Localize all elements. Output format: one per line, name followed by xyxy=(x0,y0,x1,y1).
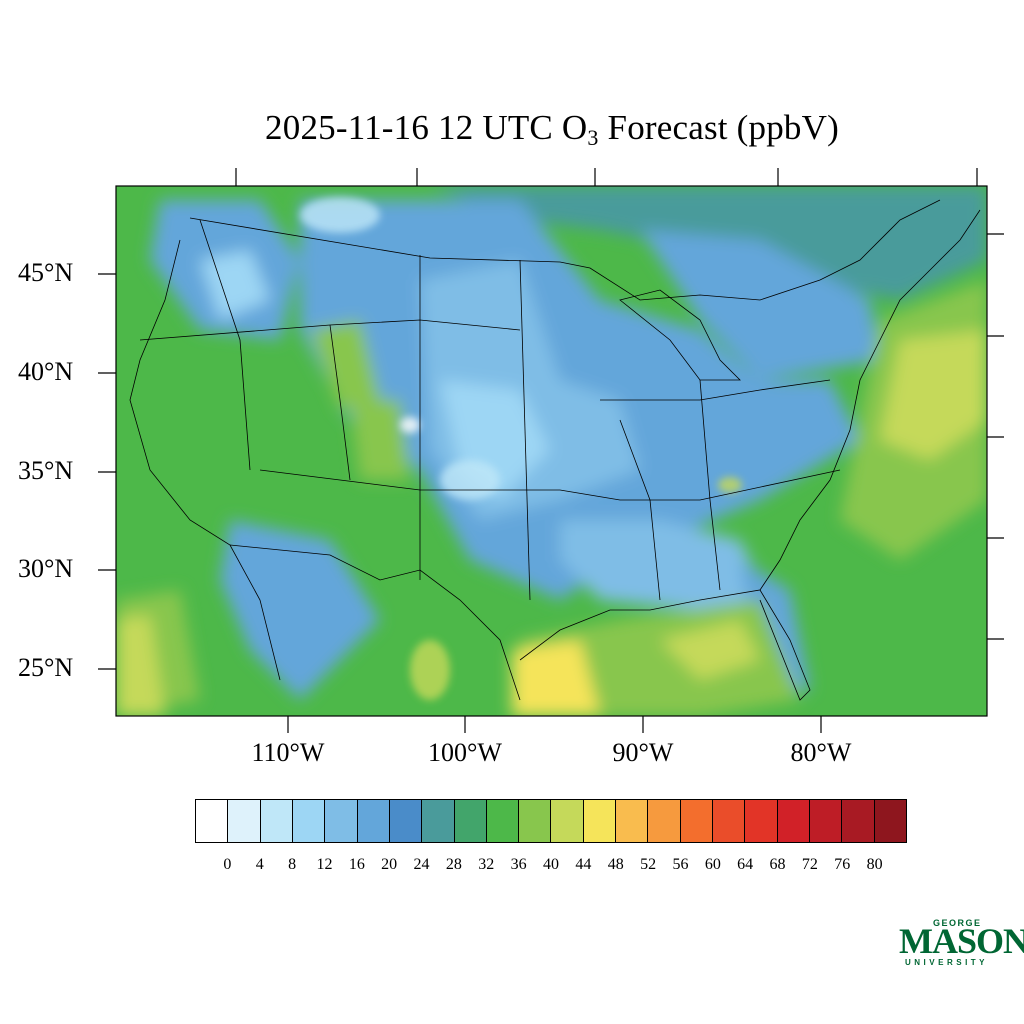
gmu-logo: GEORGE MASON UNIVERSITY xyxy=(895,898,1024,968)
lat-label-35n: 35°N xyxy=(18,456,74,485)
logo-line-george: GEORGE xyxy=(933,918,982,928)
colorbar-cell xyxy=(486,800,520,842)
colorbar-cell xyxy=(454,800,487,842)
colorbar-tick-label: 48 xyxy=(607,856,624,873)
colorbar-cell xyxy=(357,800,390,842)
colorbar-tick-label: 56 xyxy=(672,856,689,873)
colorbar-cell xyxy=(648,800,681,842)
colorbar-tick-label: 40 xyxy=(543,856,559,873)
colorbar-cell xyxy=(842,800,875,842)
colorbar-tick-label: 44 xyxy=(575,856,592,873)
colorbar-cell xyxy=(551,800,584,842)
colorbar-tick-label: 72 xyxy=(801,856,818,873)
colorbar-cell xyxy=(292,800,326,842)
colorbar-cell xyxy=(325,800,358,842)
colorbar-cell xyxy=(260,800,293,842)
lon-label-90w: 90°W xyxy=(612,738,674,767)
colorbar-tick-label: 28 xyxy=(445,856,462,873)
colorbar-cell xyxy=(745,800,778,842)
lon-label-100w: 100°W xyxy=(428,738,502,767)
lon-label-110w: 110°W xyxy=(251,738,325,767)
axis-ticks xyxy=(98,168,1004,733)
colorbar-cell xyxy=(680,800,713,842)
lat-label-25n: 25°N xyxy=(18,653,74,682)
colorbar-cell xyxy=(809,800,843,842)
lat-label-40n: 40°N xyxy=(18,357,74,386)
colorbar-tick-label: 24 xyxy=(413,856,430,873)
colorbar-cell xyxy=(777,800,810,842)
colorbar-cell xyxy=(713,800,746,842)
map-title: 2025-11-16 12 UTC O3 Forecast (ppbV) xyxy=(265,108,839,150)
ozone-field xyxy=(116,186,987,716)
colorbar-tick-label: 0 xyxy=(223,856,232,873)
colorbar-tick-label: 4 xyxy=(255,856,264,873)
lat-label-45n: 45°N xyxy=(18,258,74,287)
colorbar-cell xyxy=(228,800,261,842)
colorbar-tick-label: 12 xyxy=(316,856,333,873)
colorbar-tick-label: 8 xyxy=(288,856,297,873)
colorbar-tick-label: 80 xyxy=(866,856,883,873)
colorbar-tick-label: 64 xyxy=(737,856,754,873)
colorbar-tick-label: 68 xyxy=(769,856,786,873)
colorbar-cell xyxy=(616,800,649,842)
colorbar-tick-label: 32 xyxy=(478,856,495,873)
colorbar-tick-label: 36 xyxy=(510,856,527,873)
colorbar-tick-label: 16 xyxy=(348,856,365,873)
logo-line-mason: MASON xyxy=(899,921,1024,961)
colorbar xyxy=(195,799,907,843)
colorbar-cell xyxy=(196,800,229,842)
colorbar-tick-label: 20 xyxy=(381,856,398,873)
coastlines-borders xyxy=(129,199,981,701)
logo-line-university: UNIVERSITY xyxy=(905,958,989,967)
colorbar-cell xyxy=(583,800,617,842)
colorbar-cell xyxy=(874,800,906,842)
colorbar-cell xyxy=(519,800,552,842)
lat-label-30n: 30°N xyxy=(18,554,74,583)
colorbar-tick-label: 76 xyxy=(834,856,851,873)
colorbar-cell xyxy=(422,800,455,842)
colorbar-tick-label: 52 xyxy=(640,856,657,873)
lon-label-80w: 80°W xyxy=(790,738,852,767)
colorbar-tick-label: 60 xyxy=(704,856,721,873)
colorbar-cell xyxy=(389,800,423,842)
